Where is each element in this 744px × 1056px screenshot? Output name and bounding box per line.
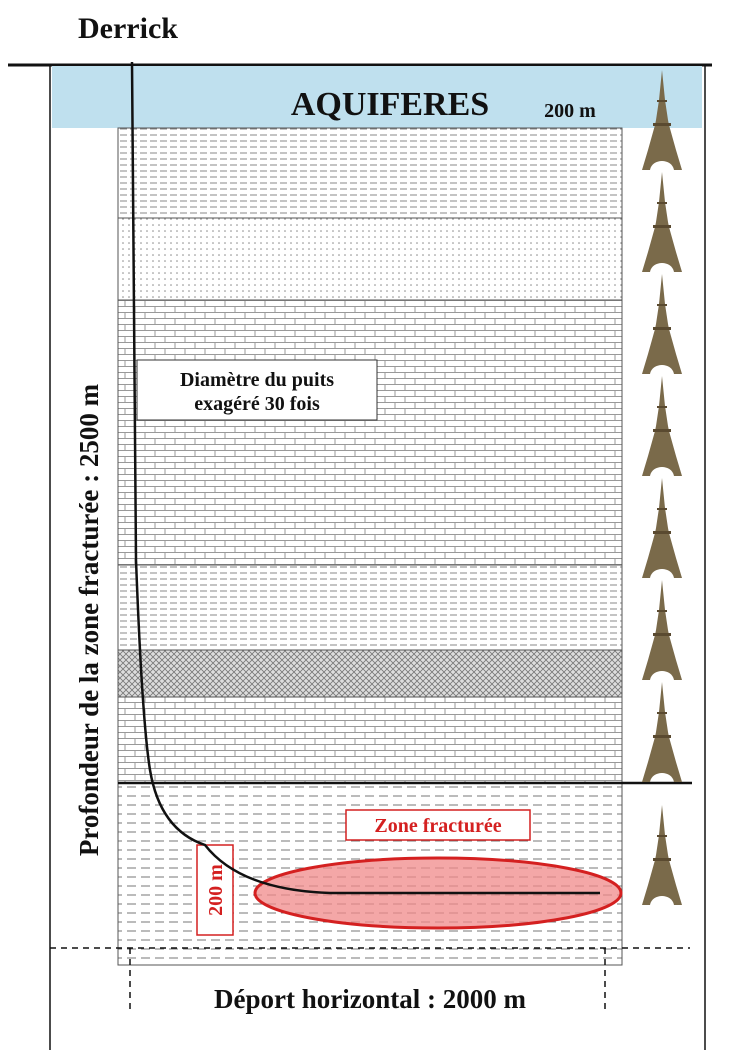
- tower: [642, 580, 682, 680]
- layer-shale: [118, 128, 622, 218]
- depth-label: Profondeur de la zone fracturée : 2500 m: [74, 383, 104, 856]
- layer-limestone: [118, 300, 622, 565]
- aquifer-thickness: 200 m: [544, 100, 596, 122]
- layer-shale: [118, 565, 622, 650]
- derrick-label: Derrick: [78, 12, 178, 45]
- layer-conglomerate: [118, 650, 622, 697]
- tower: [642, 805, 682, 905]
- fracture-label: Zone fracturée: [374, 815, 501, 837]
- tower: [642, 172, 682, 272]
- layer-limestone: [118, 697, 622, 783]
- aquifer-label: AQUIFERES: [291, 86, 489, 123]
- height-label: 200 m: [205, 864, 227, 916]
- note-line: exagéré 30 fois: [194, 393, 320, 415]
- diagram: AQUIFERES 200 m Zone fracturée 200 m Dia…: [0, 0, 744, 1056]
- layer-sand: [118, 218, 622, 300]
- offset-label: Déport horizontal : 2000 m: [214, 984, 526, 1014]
- tower: [642, 274, 682, 374]
- note-line: Diamètre du puits: [180, 369, 334, 391]
- tower: [642, 682, 682, 782]
- tower: [642, 376, 682, 476]
- scale-towers: [642, 70, 682, 905]
- tower: [642, 478, 682, 578]
